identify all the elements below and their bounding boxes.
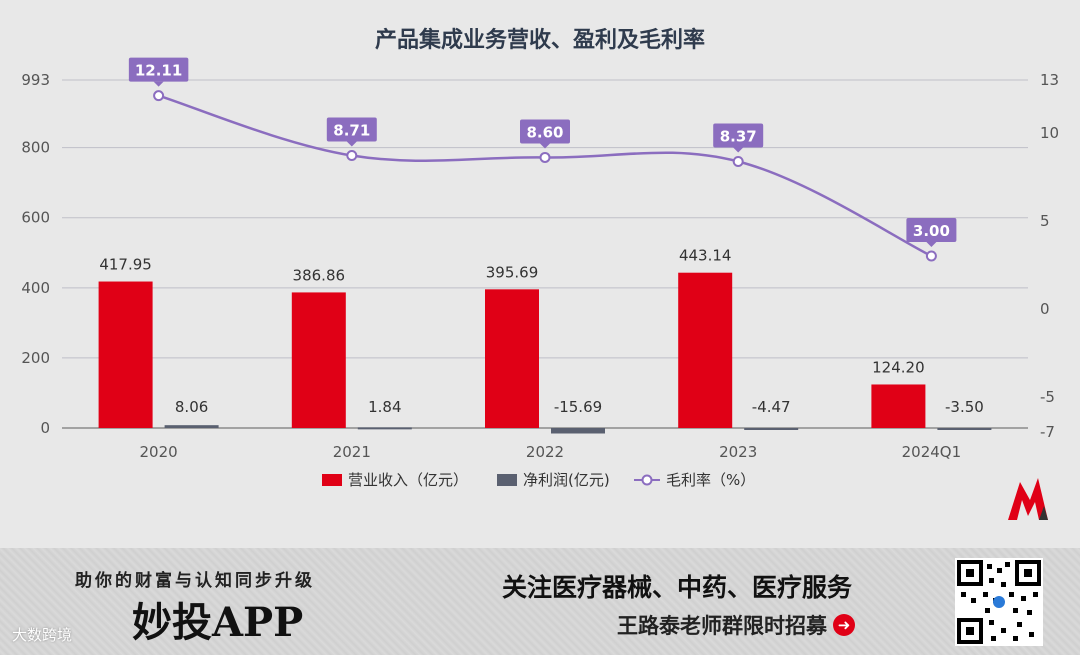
left-tick-label: 200	[21, 349, 50, 367]
margin-point	[925, 250, 937, 262]
x-tick-label: 2024Q1	[902, 443, 962, 461]
chart-title: 产品集成业务营收、盈利及毛利率	[375, 27, 705, 53]
right-tick-label: 5	[1040, 212, 1050, 230]
margin-label-box	[326, 117, 377, 142]
margin-label-box	[906, 218, 957, 242]
x-axis: 2020 2021 2022 2023 2024Q1	[140, 443, 962, 461]
margin-point	[539, 151, 551, 163]
revenue-label: 417.95	[99, 256, 152, 274]
left-axis: 993 800 600 400 200 0	[21, 71, 50, 437]
source-watermark: 大数跨境	[12, 626, 73, 644]
revenue-bar	[485, 289, 539, 428]
revenue-label: 443.14	[679, 247, 732, 265]
revenue-bar	[291, 292, 346, 428]
bars: 417.95 8.06 386.86 1.84 395.69 -15.69 443.14 -4…	[98, 247, 992, 434]
x-tick-label: 2021	[333, 443, 371, 461]
profit-bar	[164, 425, 219, 428]
profit-bar	[551, 428, 605, 434]
revenue-label: 124.20	[872, 358, 925, 376]
banner-app-name: 妙投APP	[132, 599, 304, 646]
legend: 营业收入（亿元） 净利润(亿元) 毛利率（%）	[322, 471, 755, 489]
margin-label-pointer	[733, 147, 744, 153]
margin-label-box	[128, 57, 189, 82]
profit-label: -3.50	[945, 398, 984, 416]
arrow-right-icon: ➜	[833, 614, 855, 636]
margin-label-box	[713, 123, 764, 148]
chart-area: 产品集成业务营收、盈利及毛利率 993 800 600 400 200 0 13 10 5 0 -…	[21, 27, 1060, 520]
banner-follow-text: 关注医疗器械、中药、医疗服务	[502, 573, 853, 602]
left-tick-label: 993	[21, 71, 50, 89]
profit-bar	[937, 428, 992, 430]
legend-swatch-marker	[641, 474, 653, 486]
revenue-bar	[871, 384, 926, 428]
profit-bar	[744, 428, 799, 430]
revenue-bar	[98, 281, 153, 428]
legend-label: 净利润(亿元)	[523, 471, 610, 489]
banner-slogan: 助你的财富与认知同步升级	[75, 571, 315, 591]
margin-label: 3.00	[913, 222, 950, 240]
margin-point	[732, 155, 744, 167]
margin-label: 12.11	[135, 62, 182, 80]
margin-label-pointer	[926, 242, 937, 247]
banner-recruit[interactable]: 王路泰老师群限时招募 ➜	[617, 610, 855, 640]
margin-label-box	[520, 119, 570, 144]
revenue-label: 386.86	[293, 266, 346, 284]
m-logo-icon	[1008, 478, 1048, 520]
qr-code-icon[interactable]	[955, 558, 1043, 646]
right-tick-label: 10	[1040, 124, 1059, 142]
right-tick-label: 13	[1040, 71, 1059, 89]
margin-label: 8.71	[333, 122, 370, 140]
legend-label: 营业收入（亿元）	[348, 471, 468, 489]
margin-label: 8.60	[526, 123, 563, 141]
x-tick-label: 2023	[719, 443, 757, 461]
x-tick-label: 2022	[526, 443, 564, 461]
profit-label: -15.69	[554, 398, 602, 416]
revenue-bar	[678, 272, 733, 428]
chart-svg: 产品集成业务营收、盈利及毛利率 993 800 600 400 200 0 13 10 5 0 -…	[21, 27, 1059, 520]
right-axis: 13 10 5 0 -5 -7	[1040, 71, 1059, 441]
profit-label: 8.06	[175, 398, 208, 416]
margin-label-pointer	[540, 143, 550, 149]
left-tick-label: 0	[40, 419, 50, 437]
legend-label: 毛利率（%）	[666, 471, 755, 489]
promo-banner: 助你的财富与认知同步升级 妙投APP 大数跨境 关注医疗器械、中药、医疗服务 王…	[0, 548, 1080, 655]
profit-label: -4.47	[752, 398, 791, 416]
right-tick-label: -7	[1040, 423, 1055, 441]
revenue-label: 395.69	[486, 263, 539, 281]
profit-label: 1.84	[368, 398, 401, 416]
margin-label-pointer	[153, 81, 164, 87]
margin-label-pointer	[346, 141, 357, 147]
right-tick-label: -5	[1040, 388, 1055, 406]
left-tick-label: 400	[21, 279, 50, 297]
right-tick-label: 0	[1040, 300, 1050, 318]
margin-point	[153, 90, 165, 102]
legend-swatch	[497, 474, 517, 486]
legend-swatch	[322, 474, 342, 486]
left-tick-label: 600	[21, 209, 50, 227]
left-tick-label: 800	[21, 139, 50, 157]
margin-label: 8.37	[720, 127, 757, 145]
x-tick-label: 2020	[140, 443, 178, 461]
margin-line: 12.11 8.71 8.60 8.37 3.00	[128, 57, 957, 262]
margin-point	[346, 150, 358, 162]
recruit-text: 王路泰老师群限时招募	[617, 614, 827, 638]
grid-lines	[62, 79, 1028, 429]
profit-bar	[357, 427, 412, 430]
